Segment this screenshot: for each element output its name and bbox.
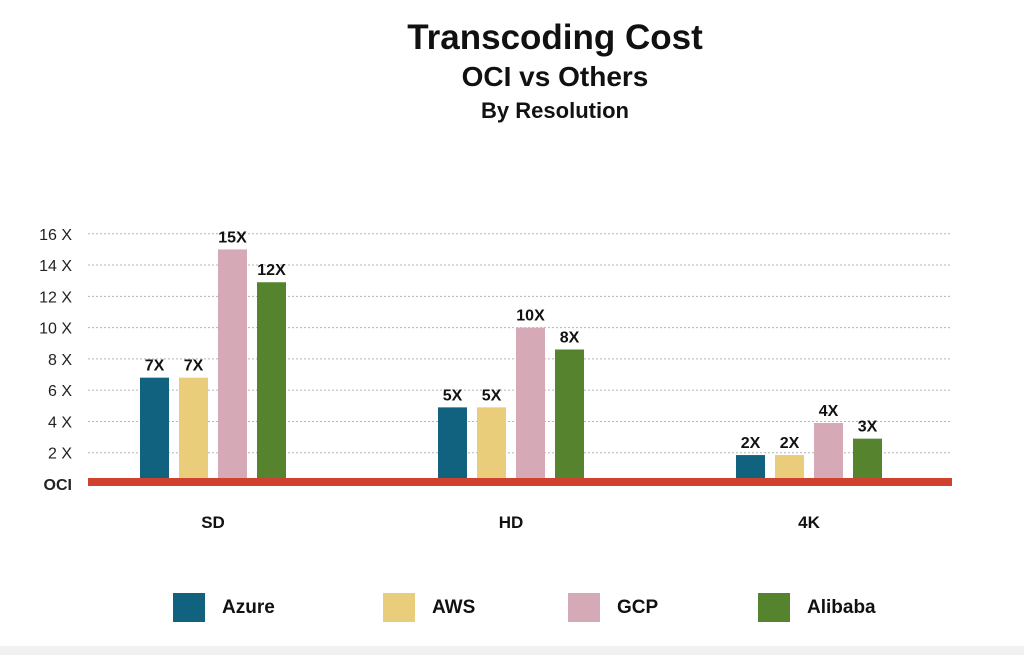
- y-tick-label: 2 X: [48, 446, 72, 463]
- bar-gcp-sd: [218, 249, 247, 484]
- bar-gcp-hd: [516, 327, 545, 484]
- legend-swatch: [758, 593, 790, 622]
- data-label: 4X: [819, 403, 839, 420]
- data-label: 3X: [858, 419, 878, 436]
- y-tick-label: 6 X: [48, 383, 72, 400]
- bar-alibaba-sd: [257, 282, 286, 484]
- bar-aws-hd: [477, 407, 506, 484]
- legend-swatch: [173, 593, 205, 622]
- legend-item: GCP: [568, 593, 658, 622]
- y-tick-label: 10 X: [39, 321, 72, 338]
- baseline-label: OCI: [44, 477, 72, 494]
- chart-title: Transcoding Cost: [407, 18, 703, 57]
- legend-item: AWS: [383, 593, 475, 622]
- bar-aws-sd: [179, 377, 208, 484]
- data-label: 2X: [780, 435, 800, 452]
- bottom-strip: [0, 646, 1024, 655]
- y-tick-label: 8 X: [48, 352, 72, 369]
- oci-baseline: [88, 478, 952, 486]
- bar-alibaba-4k: [853, 438, 882, 484]
- data-label: 12X: [257, 262, 286, 279]
- data-label: 2X: [741, 435, 761, 452]
- data-label: 7X: [145, 358, 165, 375]
- data-label: 5X: [482, 387, 502, 404]
- y-tick-label: 14 X: [39, 258, 72, 275]
- legend-label: Alibaba: [807, 596, 876, 618]
- legend-label: Azure: [222, 596, 275, 618]
- legend-swatch: [383, 593, 415, 622]
- category-label: SD: [201, 513, 225, 532]
- legend-item: Azure: [173, 593, 275, 622]
- data-label: 5X: [443, 387, 463, 404]
- chart-subtitle: OCI vs Others: [461, 61, 649, 92]
- category-label: 4K: [798, 513, 820, 532]
- data-label: 10X: [516, 308, 545, 325]
- legend-label: GCP: [617, 596, 659, 618]
- legend-label: AWS: [432, 596, 476, 618]
- bar-azure-hd: [438, 407, 467, 484]
- bar-azure-sd: [140, 377, 169, 484]
- legend-item: Alibaba: [758, 593, 876, 622]
- data-label: 7X: [184, 358, 204, 375]
- legend-swatch: [568, 593, 600, 622]
- bar-gcp-4k: [814, 423, 843, 484]
- y-tick-label: 16 X: [39, 227, 72, 244]
- bar-alibaba-hd: [555, 349, 584, 484]
- data-label: 15X: [218, 229, 247, 246]
- y-tick-label: 4 X: [48, 414, 72, 431]
- category-label: HD: [499, 513, 524, 532]
- y-tick-label: 12 X: [39, 289, 72, 306]
- chart-subsubtitle: By Resolution: [481, 98, 629, 123]
- data-label: 8X: [560, 329, 580, 346]
